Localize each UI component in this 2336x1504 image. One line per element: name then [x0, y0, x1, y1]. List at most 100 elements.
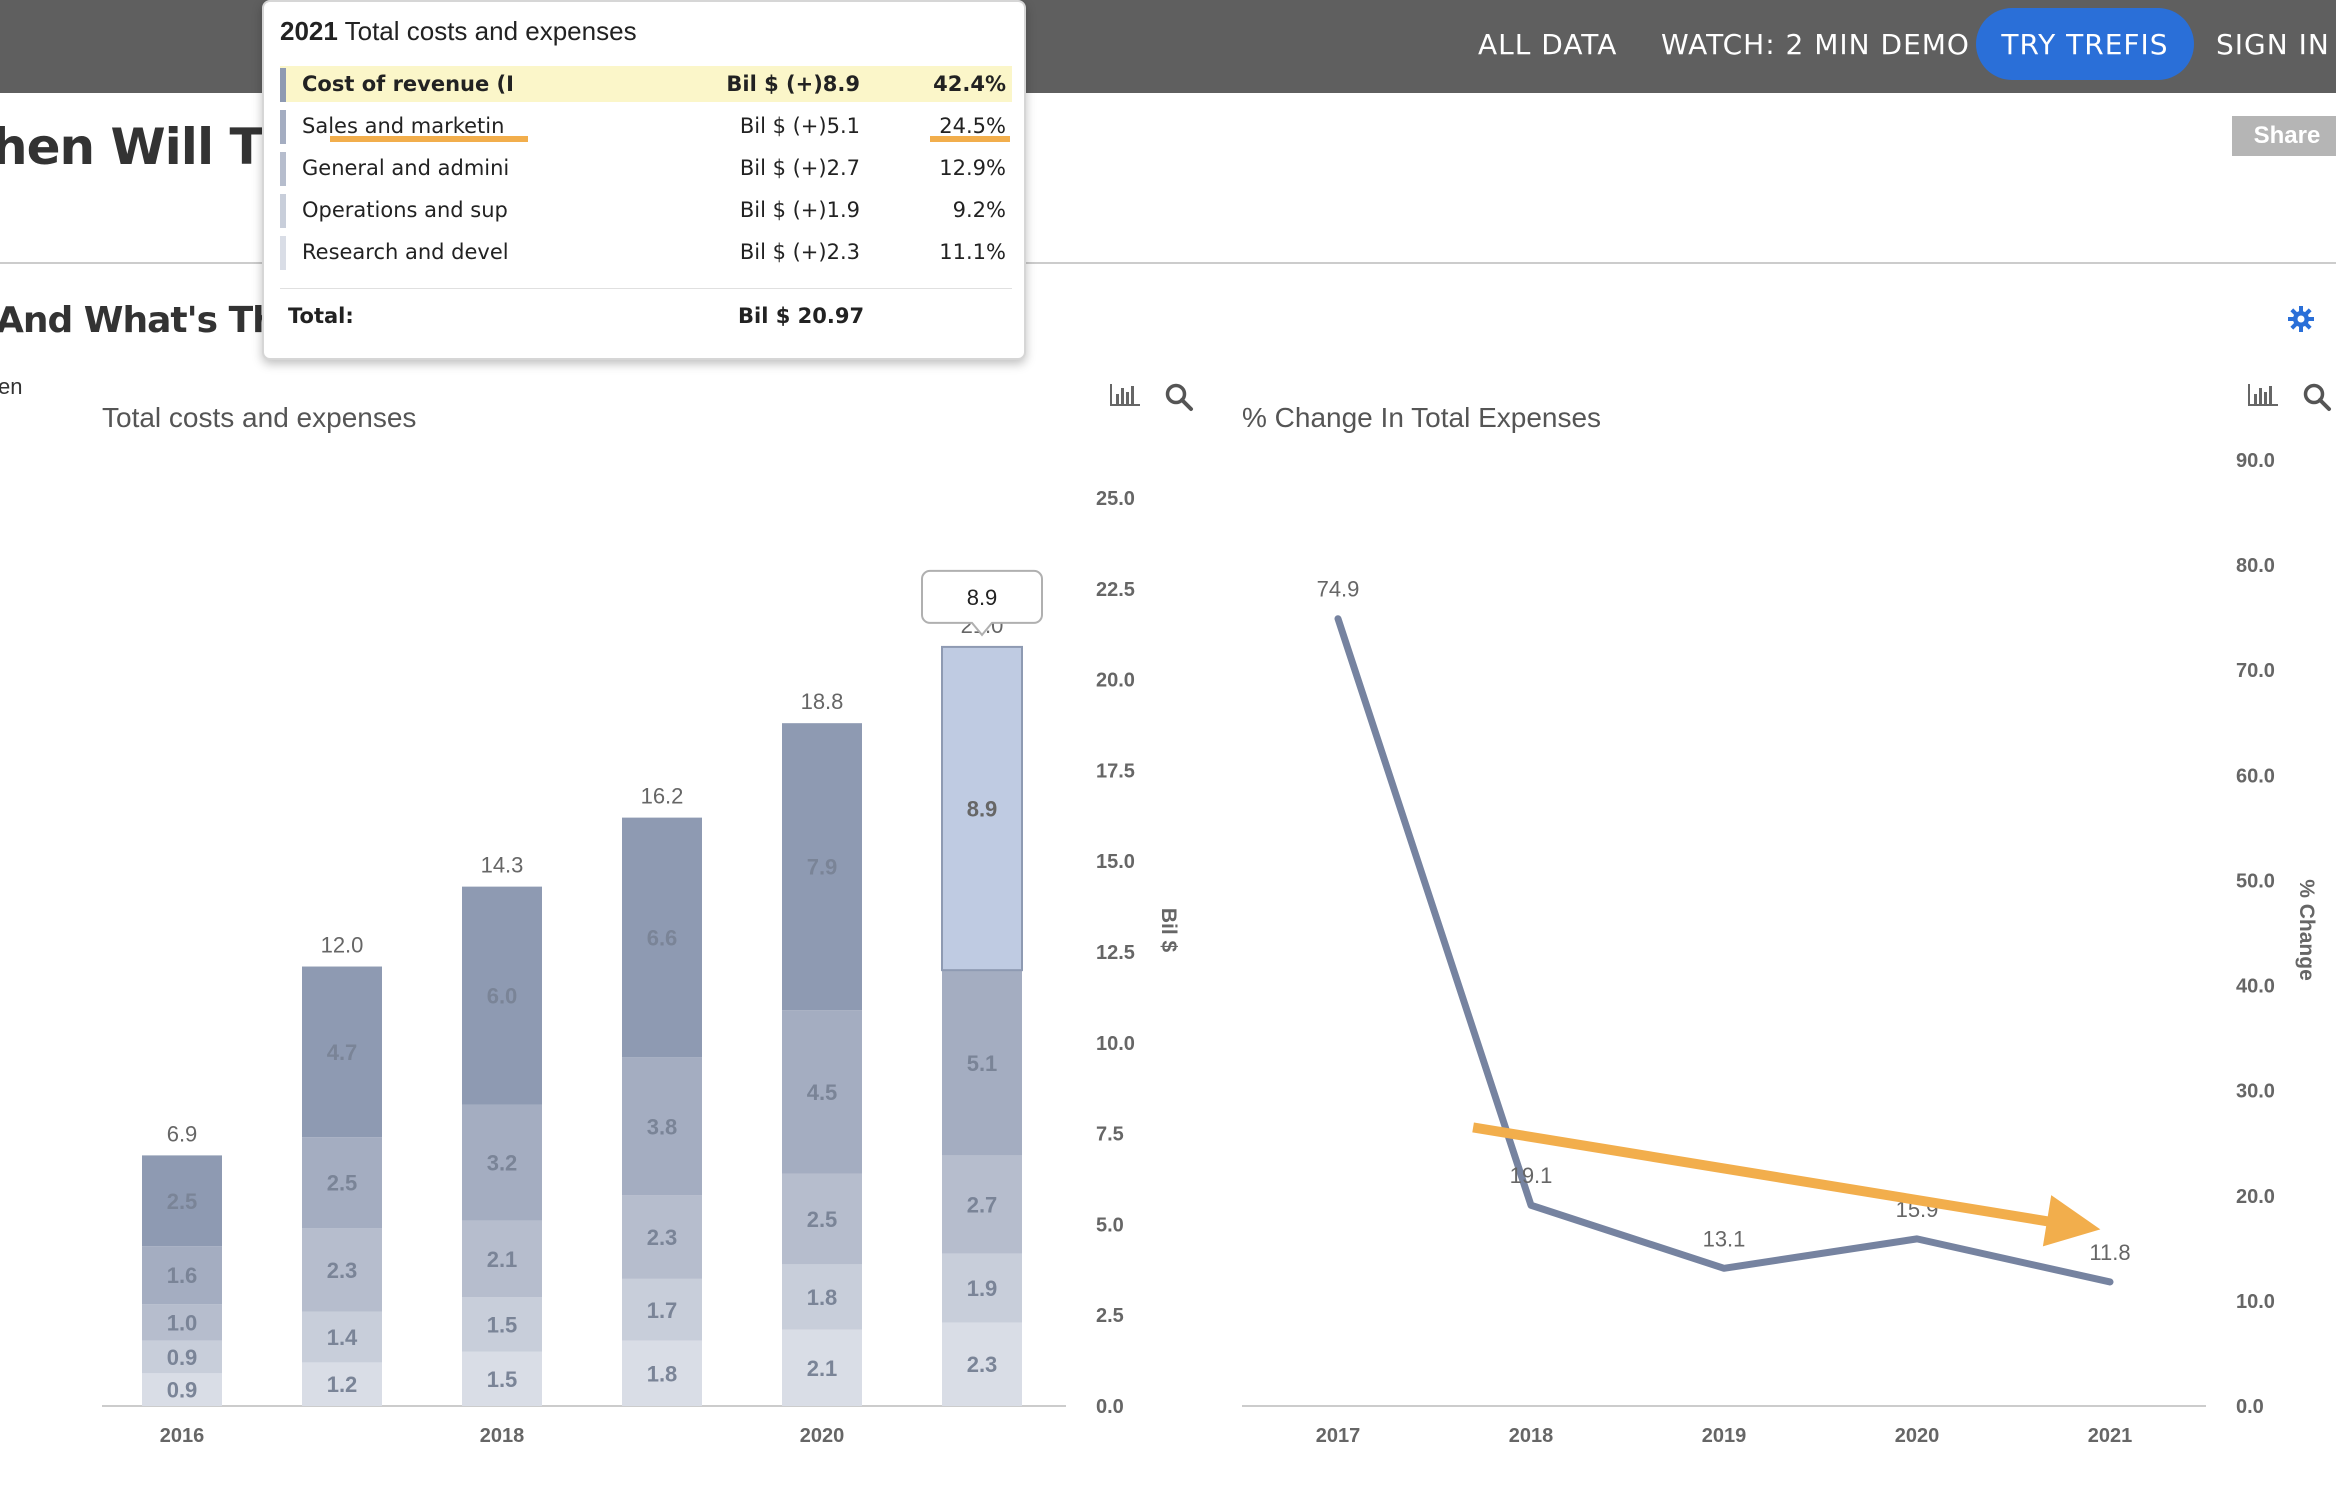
y-tick-label: 20.0: [2236, 1186, 2275, 1208]
y-tick-label: 15.0: [1096, 851, 1135, 873]
bar-x-axis: 2016 2018 2020: [160, 1425, 845, 1447]
tooltip-row: Sales and marketin Bil $ (+)5.1 24.5%: [280, 108, 1012, 144]
line-point-label: 13.1: [1703, 1226, 1746, 1251]
tooltip-row-value: Bil $ (+)2.7: [739, 156, 860, 180]
y-tick-label: 80.0: [2236, 555, 2275, 577]
bar-segment: [622, 1195, 702, 1279]
tooltip-total-label: Total:: [288, 304, 354, 328]
bar-segment-label: 2.3: [327, 1258, 358, 1283]
y-tick-label: 22.5: [1096, 579, 1135, 601]
gear-icon[interactable]: [2288, 306, 2314, 332]
tooltip-total-value: Bil $ 20.97: [738, 304, 865, 328]
bar-chart-title: Total costs and expenses: [102, 402, 417, 433]
tooltip-row-pct: 12.9%: [939, 156, 1006, 180]
line-y-axis-label: % Change: [2295, 879, 2318, 981]
tooltip-row-name: Sales and marketin: [302, 114, 505, 138]
line-point-label: 74.9: [1317, 577, 1360, 602]
line-point: [1721, 1265, 1727, 1272]
x-tick-label: 2018: [480, 1425, 525, 1447]
bar-total-label: 12.0: [321, 933, 364, 958]
bar-segment: [302, 1362, 382, 1406]
tooltip-row: General and admini Bil $ (+)2.7 12.9%: [280, 150, 1012, 186]
legend-swatch: [280, 194, 286, 228]
bar-segment: [941, 645, 1023, 972]
tooltip-row-value: Bil $ (+)2.3: [739, 240, 860, 264]
bar-total-label: 18.8: [801, 689, 844, 714]
x-tick-label: 2017: [1316, 1425, 1361, 1447]
legend-swatch: [280, 236, 286, 270]
bar-segment: [942, 1155, 1022, 1254]
line-chart-title: % Change In Total Expenses: [1242, 402, 1602, 433]
y-tick-label: 25.0: [1096, 488, 1135, 510]
y-tick-label: 10.0: [1096, 1033, 1135, 1055]
bar-segment: [622, 1057, 702, 1196]
bar-chart-icon[interactable]: [2246, 382, 2280, 410]
bar-segment-label: 2.3: [967, 1352, 998, 1377]
bar-series: 0.9 0.9 1.0 1.6 2.5 6.9 1.2 1.4 2.3 2.5 4.7 12.0 1.5…: [142, 569, 1043, 1406]
nav-sign-in[interactable]: SIGN IN: [2216, 28, 2330, 61]
bar-segment-label: 3.8: [647, 1114, 678, 1139]
search-icon[interactable]: [1164, 382, 1194, 412]
bar-segment: [462, 1351, 542, 1406]
search-icon[interactable]: [2302, 382, 2332, 412]
bar-segment-label: 1.2: [327, 1372, 358, 1397]
legend-swatch: [280, 110, 286, 144]
bar-segment: [782, 1173, 862, 1265]
tooltip-row-value: Bil $ (+)5.1: [739, 114, 860, 138]
bar-segment-label: 0.9: [167, 1378, 198, 1403]
y-tick-label: 30.0: [2236, 1081, 2275, 1103]
line-y-axis: 0.0 10.0 20.0 30.0 40.0 50.0 60.0 70.0 80.0 90.0: [1242, 450, 2275, 1418]
bar-segment: [622, 1278, 702, 1341]
y-tick-label: 50.0: [2236, 870, 2275, 892]
bar-segment-label: 2.3: [647, 1225, 678, 1250]
bar-segment-label: 1.9: [967, 1276, 998, 1301]
line-point-label: 11.8: [2089, 1240, 2130, 1265]
bar-segment: [782, 1329, 862, 1406]
bar-segment-label: 2.5: [807, 1207, 838, 1232]
y-tick-label: 2.5: [1096, 1305, 1124, 1327]
bar-segment-label: 1.5: [487, 1367, 518, 1392]
y-tick-label: 17.5: [1096, 760, 1135, 782]
bar-segment-label: 2.7: [967, 1192, 998, 1217]
stacked-bar-chart: 0.0 2.5 5.0 7.5 10.0 12.5 15.0 17.5 20.0 22.5 25.0…: [102, 488, 1180, 1447]
bar-segment-label: 1.6: [167, 1263, 198, 1288]
bar-segment-label: 1.0: [167, 1310, 198, 1335]
bar-segment-label: 0.9: [167, 1345, 198, 1370]
y-tick-label: 0.0: [2236, 1396, 2264, 1418]
line-point-label: 19.1: [1510, 1163, 1553, 1188]
share-button[interactable]: Share: [2232, 116, 2336, 156]
bar-segment: [462, 1220, 542, 1298]
tooltip-row: Cost of revenue (I Bil $ (+)8.9 42.4%: [280, 66, 1012, 102]
bar-segment: [782, 1264, 862, 1330]
bar-segment-label: 1.5: [487, 1312, 518, 1337]
bar-segment: [942, 1253, 1022, 1323]
bar-segment-label: 3.2: [487, 1151, 518, 1176]
tooltip-row: Operations and sup Bil $ (+)1.9 9.2%: [280, 192, 1012, 228]
bar-segment-label: 1.4: [327, 1325, 358, 1350]
tooltip-year: 2021: [280, 16, 338, 46]
tooltip-row-name: Cost of revenue (I: [302, 72, 514, 96]
x-tick-label: 2019: [1702, 1425, 1747, 1447]
bar-segment: [782, 723, 862, 1011]
y-tick-label: 90.0: [2236, 450, 2275, 472]
bar-segment: [462, 1297, 542, 1352]
tooltip-row-pct: 9.2%: [952, 198, 1006, 222]
y-tick-label: 7.5: [1096, 1124, 1124, 1146]
bar-segment-label: 1.8: [647, 1361, 678, 1386]
bar-chart-icon[interactable]: [1108, 382, 1142, 410]
x-tick-label: 2021: [2088, 1425, 2133, 1447]
x-tick-label: 2020: [800, 1425, 845, 1447]
nav-all-data[interactable]: ALL DATA: [1478, 28, 1618, 61]
try-trefis-button[interactable]: TRY TREFIS: [1976, 8, 2194, 80]
line-x-axis: 2017 2018 2019 2020 2021: [1316, 1425, 2133, 1447]
tooltip-header: 2021 Total costs and expenses: [280, 16, 637, 47]
trend-arrow-head: [2042, 1195, 2101, 1247]
legend-swatch: [280, 68, 286, 102]
tooltip-row-value: Bil $ (+)1.9: [739, 198, 860, 222]
bar-segment: [462, 886, 542, 1105]
nav-watch-demo[interactable]: WATCH: 2 MIN DEMO: [1661, 28, 1970, 61]
bar-total-label: 16.2: [641, 784, 684, 809]
bar-y-axis: 0.0 2.5 5.0 7.5 10.0 12.5 15.0 17.5 20.0 22.5 25.0: [102, 488, 1135, 1418]
bar-segment-label: 5.1: [967, 1051, 998, 1076]
bar-segment: [302, 1137, 382, 1229]
